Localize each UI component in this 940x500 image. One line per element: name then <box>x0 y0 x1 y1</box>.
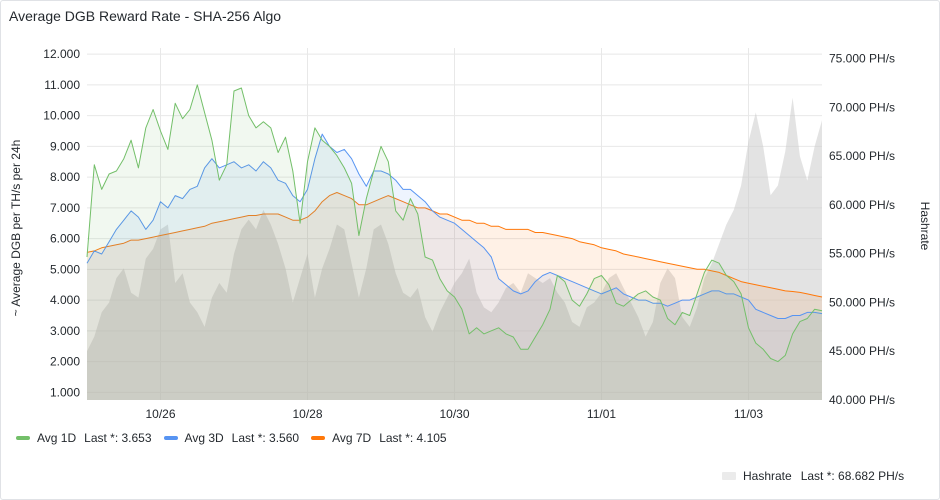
legend-name-avg-1d[interactable]: Avg 1D <box>37 431 77 445</box>
left-axis-title: ~ Average DGB per TH/s per 24h <box>9 140 23 317</box>
x-axis: 10/26 10/28 10/30 11/01 11/03 <box>145 407 763 421</box>
legend-name-avg-7d[interactable]: Avg 7D <box>332 431 372 445</box>
left-tick-label: 10.000 <box>43 109 80 123</box>
right-tick-label: 55.000 PH/s <box>829 247 895 261</box>
series-area-avg-7d <box>87 192 822 400</box>
legend-swatch-avg-1d <box>16 436 30 440</box>
right-tick-label: 65.000 PH/s <box>829 149 895 163</box>
series-area-avg-3d <box>87 134 822 400</box>
series-area-avg-1d <box>87 84 822 401</box>
right-tick-label: 40.000 PH/s <box>829 393 895 407</box>
left-tick-label: 8.000 <box>50 170 80 184</box>
series-line-avg-3d[interactable] <box>86 133 823 319</box>
legend-value-avg-7d: Last *: 4.105 <box>379 431 447 445</box>
series-layer <box>86 84 823 401</box>
legend-swatch-avg-7d <box>311 436 326 440</box>
right-tick-label: 70.000 PH/s <box>829 100 895 114</box>
x-tick-label: 10/28 <box>292 407 322 421</box>
legend-swatch-avg-3d <box>163 436 178 440</box>
right-axis-title: Hashrate <box>918 202 932 251</box>
panel-title[interactable]: Average DGB Reward Rate - SHA-256 Algo <box>9 8 282 24</box>
right-tick-label: 50.000 PH/s <box>829 295 895 309</box>
right-tick-label: 45.000 PH/s <box>829 344 895 358</box>
left-tick-label: 5.000 <box>50 262 80 276</box>
left-axis: 1.000 2.000 3.000 4.000 5.000 6.000 7.000 8.000… <box>43 47 80 399</box>
left-tick-label: 9.000 <box>50 139 80 153</box>
left-tick-label: 6.000 <box>50 232 80 246</box>
legend-value-hashrate: Last *: 68.682 PH/s <box>800 469 905 483</box>
left-tick-label: 12.000 <box>43 47 80 61</box>
series-line-avg-1d[interactable] <box>86 84 823 363</box>
legend-name-avg-3d[interactable]: Avg 3D <box>184 431 224 445</box>
right-tick-label: 75.000 PH/s <box>829 52 895 66</box>
left-tick-label: 3.000 <box>50 324 80 338</box>
legend-value-avg-3d: Last *: 3.560 <box>231 431 300 445</box>
legend-swatch-hashrate <box>722 472 736 480</box>
x-tick-label: 10/26 <box>145 407 175 421</box>
legend-name-hashrate[interactable]: Hashrate <box>743 469 792 483</box>
x-tick-label: 10/30 <box>439 407 469 421</box>
hashrate-layer <box>87 97 822 400</box>
series-line-avg-7d[interactable] <box>86 192 823 298</box>
right-tick-label: 60.000 PH/s <box>829 198 895 212</box>
x-tick-label: 11/03 <box>734 407 763 421</box>
right-axis: 40.000 PH/s 45.000 PH/s 50.000 PH/s 55.000 … <box>829 52 895 407</box>
legend-right: Hashrate Last *: 68.682 PH/s <box>722 469 904 483</box>
legend-bottom: Avg 1D Last *: 3.653 Avg 3D Last *: 3.56… <box>16 431 447 445</box>
left-tick-label: 11.000 <box>44 78 80 92</box>
series-area-hashrate <box>87 97 822 400</box>
x-tick-label: 11/01 <box>587 407 616 421</box>
left-tick-label: 4.000 <box>50 293 80 307</box>
left-tick-label: 1.000 <box>50 385 80 399</box>
left-tick-label: 2.000 <box>50 355 80 369</box>
left-tick-label: 7.000 <box>50 201 80 215</box>
legend-value-avg-1d: Last *: 3.653 <box>84 431 152 445</box>
